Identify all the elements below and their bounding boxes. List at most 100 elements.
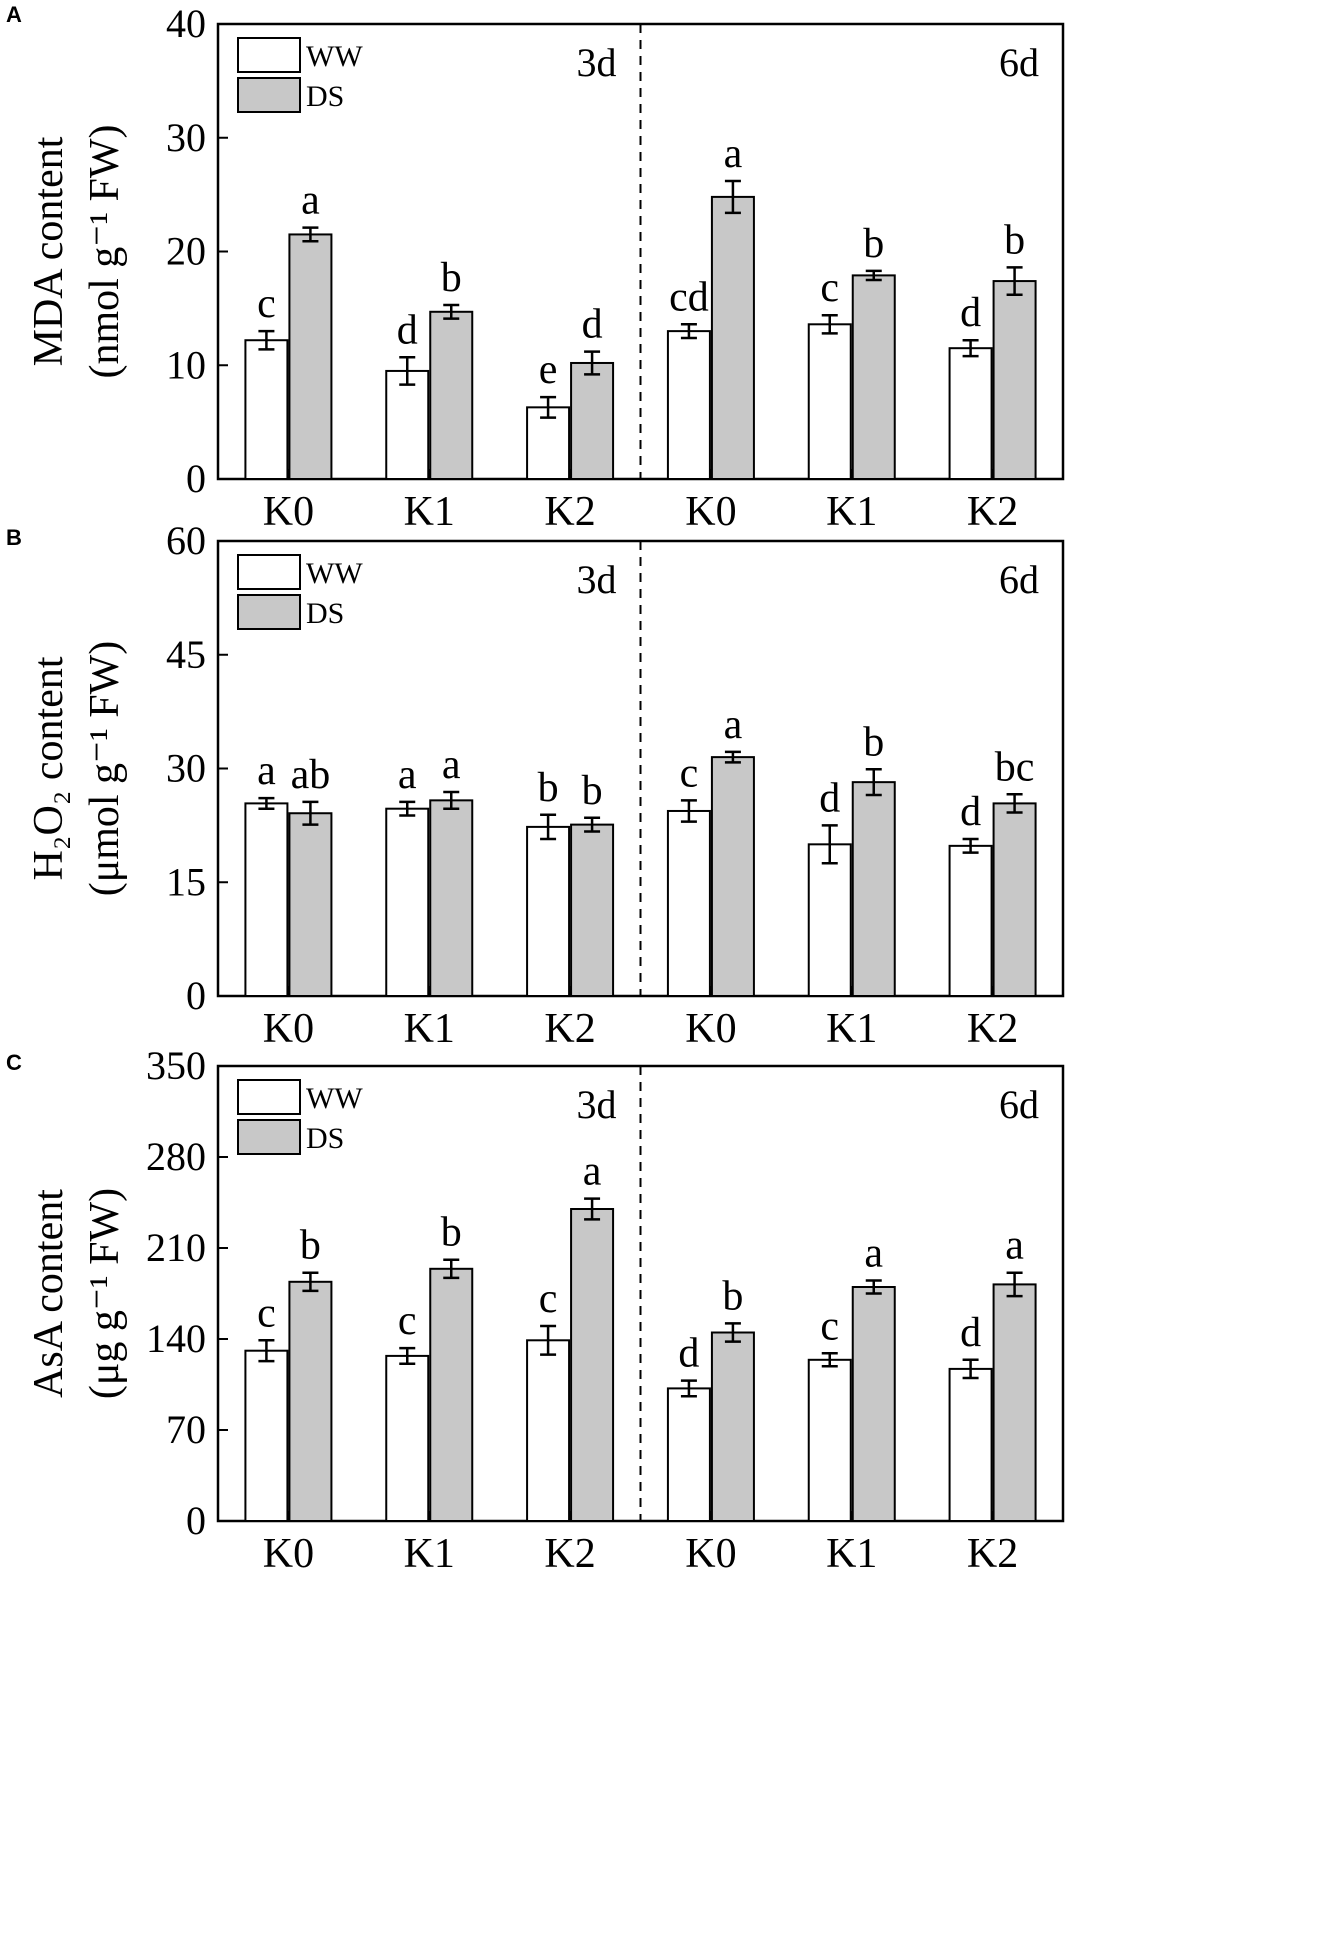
significance-label: c — [398, 1298, 417, 1344]
y-tick-label: 280 — [146, 1134, 206, 1179]
y-tick-label: 70 — [166, 1407, 206, 1452]
period-label-6d: 6d — [999, 557, 1039, 602]
x-tick-label: K0 — [685, 1531, 736, 1577]
bar-ds — [429, 310, 474, 480]
chart-panel-a: A 0 10 20 30 40 MDA content (nmol g⁻¹ FW) 3d 6d WW… — [6, 1, 1065, 535]
x-tick-label: K1 — [826, 489, 877, 535]
bar-ww — [807, 843, 852, 997]
legend-label-ww: WW — [306, 1082, 363, 1115]
x-tick-label: K1 — [826, 1531, 877, 1577]
period-label-3d: 3d — [577, 557, 617, 602]
bar-ww — [807, 1358, 852, 1523]
legend-swatch-ww — [237, 37, 301, 73]
bar-ds — [288, 812, 333, 997]
significance-label: a — [864, 1231, 883, 1277]
significance-label: a — [724, 131, 743, 177]
legend-label-ds: DS — [306, 80, 344, 113]
significance-label: a — [583, 1149, 602, 1195]
significance-label: c — [257, 1290, 276, 1336]
y-tick-label: 40 — [166, 1, 206, 46]
y-tick-label: 15 — [166, 859, 206, 904]
bar-ds — [710, 756, 755, 997]
legend-swatch-ds — [237, 1119, 301, 1155]
bar-ds — [288, 1280, 333, 1523]
period-label-6d: 6d — [999, 40, 1039, 85]
significance-label: a — [1005, 1223, 1024, 1269]
bar-ww — [244, 1349, 289, 1522]
legend-swatch-ww — [237, 554, 301, 590]
significance-label: c — [680, 750, 699, 796]
x-tick-label: K0 — [685, 1006, 736, 1052]
y-tick-label: 60 — [166, 518, 206, 563]
x-tick-label: K2 — [967, 489, 1018, 535]
bar-ds — [570, 361, 615, 481]
bar-ds — [570, 1208, 615, 1522]
period-label-3d: 3d — [577, 40, 617, 85]
x-tick-label: K2 — [544, 489, 595, 535]
y-tick-label: 45 — [166, 632, 206, 677]
bar-ds — [851, 274, 896, 481]
significance-label: b — [441, 255, 462, 301]
y-axis-label: H₂O₂ content — [26, 656, 72, 880]
x-tick-label: K1 — [826, 1006, 877, 1052]
x-tick-label: K0 — [263, 1006, 314, 1052]
period-label-6d: 6d — [999, 1082, 1039, 1127]
bar-ds — [992, 802, 1037, 998]
significance-label: b — [538, 765, 559, 811]
bar-ds — [710, 195, 755, 480]
bar-ww — [526, 1339, 571, 1523]
bar-ww — [385, 807, 430, 997]
significance-label: a — [398, 752, 417, 798]
chart-panel-c: C 0 70 140 210 280 350 AsA content (μg g⁻¹ FW) 3d… — [6, 1043, 1065, 1577]
bar-ww — [385, 369, 430, 480]
y-tick-label: 0 — [186, 973, 206, 1018]
y-tick-label: 0 — [186, 456, 206, 501]
bar-ww — [526, 406, 571, 480]
significance-label: c — [257, 281, 276, 327]
x-tick-label: K1 — [404, 1531, 455, 1577]
significance-label: bc — [995, 744, 1035, 790]
bar-ds — [429, 1267, 474, 1523]
significance-label: b — [1004, 217, 1025, 263]
bar-ww — [666, 1387, 711, 1523]
legend-label-ww: WW — [306, 557, 363, 590]
bar-ww — [244, 802, 289, 998]
significance-label: a — [257, 748, 276, 794]
significance-label: a — [301, 178, 320, 224]
bar-ww — [948, 347, 993, 480]
y-tick-label: 350 — [146, 1043, 206, 1088]
significance-label: d — [397, 307, 418, 353]
panel-letter: C — [6, 1050, 22, 1075]
significance-label: d — [582, 302, 603, 348]
bar-ww — [948, 1367, 993, 1523]
y-tick-label: 20 — [166, 229, 206, 274]
significance-label: e — [539, 347, 558, 393]
significance-label: b — [722, 1273, 743, 1319]
bar-ds — [288, 233, 333, 480]
significance-label: b — [582, 768, 603, 814]
bar-ds — [992, 1283, 1037, 1523]
x-tick-label: K2 — [544, 1531, 595, 1577]
x-tick-label: K1 — [404, 489, 455, 535]
legend-swatch-ds — [237, 594, 301, 630]
significance-label: ab — [291, 752, 331, 798]
significance-label: d — [960, 789, 981, 835]
bar-ds — [429, 799, 474, 997]
significance-label: c — [539, 1276, 558, 1322]
x-tick-label: K2 — [967, 1006, 1018, 1052]
legend-label-ww: WW — [306, 40, 363, 73]
bar-ds — [851, 781, 896, 998]
y-axis-label: MDA content — [26, 136, 72, 366]
significance-label: d — [678, 1331, 699, 1377]
y-tick-label: 30 — [166, 746, 206, 791]
legend-label-ds: DS — [306, 597, 344, 630]
y-tick-label: 10 — [166, 342, 206, 387]
bar-ww — [807, 323, 852, 480]
x-tick-label: K0 — [685, 489, 736, 535]
bar-ww — [385, 1354, 430, 1523]
significance-label: cd — [669, 274, 709, 320]
y-tick-label: 0 — [186, 1498, 206, 1543]
bar-ds — [851, 1286, 896, 1522]
x-tick-label: K1 — [404, 1006, 455, 1052]
